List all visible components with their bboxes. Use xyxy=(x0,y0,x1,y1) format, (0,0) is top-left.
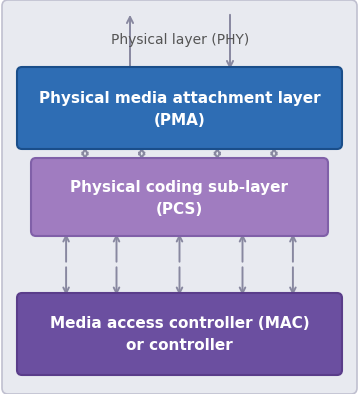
Text: or controller: or controller xyxy=(126,338,233,353)
Text: (PCS): (PCS) xyxy=(156,201,203,216)
FancyBboxPatch shape xyxy=(17,67,342,149)
Text: Physical media attachment layer: Physical media attachment layer xyxy=(39,91,320,106)
Text: Physical coding sub-layer: Physical coding sub-layer xyxy=(70,180,289,195)
FancyBboxPatch shape xyxy=(17,293,342,375)
Text: Physical layer (PHY): Physical layer (PHY) xyxy=(111,33,249,47)
Text: Media access controller (MAC): Media access controller (MAC) xyxy=(50,316,309,331)
Text: (PMA): (PMA) xyxy=(154,113,205,128)
FancyBboxPatch shape xyxy=(31,158,328,236)
